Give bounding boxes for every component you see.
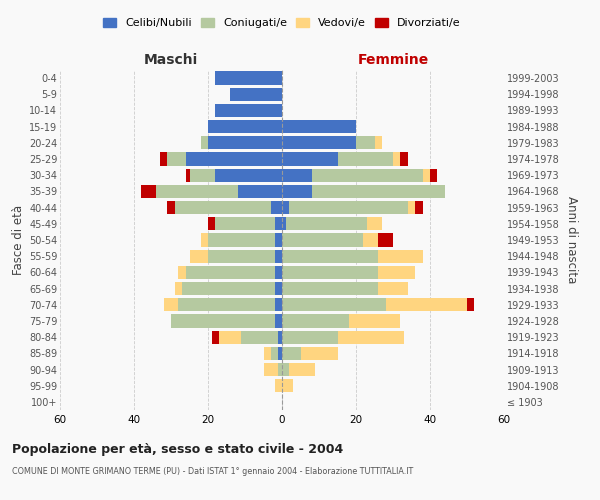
Bar [142, 185, 156, 198]
Bar [282, 314, 349, 328]
Bar [263, 346, 271, 360]
Bar [160, 152, 167, 166]
Bar [282, 217, 286, 230]
Bar [178, 298, 275, 312]
Bar [337, 330, 404, 344]
Bar [178, 266, 186, 279]
Bar [215, 72, 282, 85]
Bar [175, 201, 271, 214]
Bar [282, 330, 337, 344]
Bar [378, 250, 422, 263]
Bar [378, 282, 408, 295]
Bar [215, 104, 282, 117]
Bar [415, 201, 422, 214]
Bar [337, 152, 393, 166]
Bar [282, 298, 386, 312]
Bar [378, 266, 415, 279]
Bar [282, 266, 378, 279]
Bar [282, 168, 311, 182]
Text: Femmine: Femmine [358, 54, 428, 68]
Bar [271, 346, 278, 360]
Bar [275, 250, 282, 263]
Y-axis label: Fasce di età: Fasce di età [11, 205, 25, 275]
Legend: Celibi/Nubili, Coniugati/e, Vedovi/e, Divorziati/e: Celibi/Nubili, Coniugati/e, Vedovi/e, Di… [99, 13, 465, 32]
Bar [186, 168, 190, 182]
Bar [367, 217, 382, 230]
Bar [275, 266, 282, 279]
Bar [400, 152, 408, 166]
Bar [275, 298, 282, 312]
Bar [282, 363, 289, 376]
Bar [182, 282, 275, 295]
Bar [215, 168, 282, 182]
Bar [219, 330, 241, 344]
Bar [271, 201, 282, 214]
Bar [349, 314, 400, 328]
Bar [282, 201, 289, 214]
Bar [282, 282, 378, 295]
Bar [186, 266, 275, 279]
Bar [230, 88, 282, 101]
Bar [282, 120, 356, 134]
Bar [282, 346, 301, 360]
Bar [190, 168, 215, 182]
Bar [208, 120, 282, 134]
Bar [282, 379, 293, 392]
Bar [208, 250, 275, 263]
Bar [408, 201, 415, 214]
Bar [186, 152, 282, 166]
Bar [289, 363, 316, 376]
Bar [278, 330, 282, 344]
Bar [422, 168, 430, 182]
Bar [356, 136, 374, 149]
Bar [200, 234, 208, 246]
Bar [311, 185, 445, 198]
Bar [208, 136, 282, 149]
Bar [275, 379, 282, 392]
Bar [282, 136, 356, 149]
Bar [212, 330, 219, 344]
Bar [275, 234, 282, 246]
Bar [263, 363, 278, 376]
Bar [164, 298, 178, 312]
Bar [430, 168, 437, 182]
Bar [175, 282, 182, 295]
Bar [289, 201, 408, 214]
Bar [378, 234, 393, 246]
Bar [386, 298, 467, 312]
Bar [208, 217, 215, 230]
Text: COMUNE DI MONTE GRIMANO TERME (PU) - Dati ISTAT 1° gennaio 2004 - Elaborazione T: COMUNE DI MONTE GRIMANO TERME (PU) - Dat… [12, 468, 413, 476]
Bar [200, 136, 208, 149]
Bar [393, 152, 400, 166]
Bar [238, 185, 282, 198]
Bar [282, 152, 337, 166]
Text: Popolazione per età, sesso e stato civile - 2004: Popolazione per età, sesso e stato civil… [12, 442, 343, 456]
Text: Maschi: Maschi [144, 54, 198, 68]
Y-axis label: Anni di nascita: Anni di nascita [565, 196, 578, 284]
Bar [167, 152, 186, 166]
Bar [275, 217, 282, 230]
Bar [241, 330, 278, 344]
Bar [364, 234, 378, 246]
Bar [374, 136, 382, 149]
Bar [286, 217, 367, 230]
Bar [282, 250, 378, 263]
Bar [156, 185, 238, 198]
Bar [282, 234, 364, 246]
Bar [171, 314, 275, 328]
Bar [208, 234, 275, 246]
Bar [278, 363, 282, 376]
Bar [275, 282, 282, 295]
Bar [301, 346, 337, 360]
Bar [167, 201, 175, 214]
Bar [282, 185, 311, 198]
Bar [190, 250, 208, 263]
Bar [311, 168, 422, 182]
Bar [215, 217, 275, 230]
Bar [467, 298, 475, 312]
Bar [275, 314, 282, 328]
Bar [278, 346, 282, 360]
